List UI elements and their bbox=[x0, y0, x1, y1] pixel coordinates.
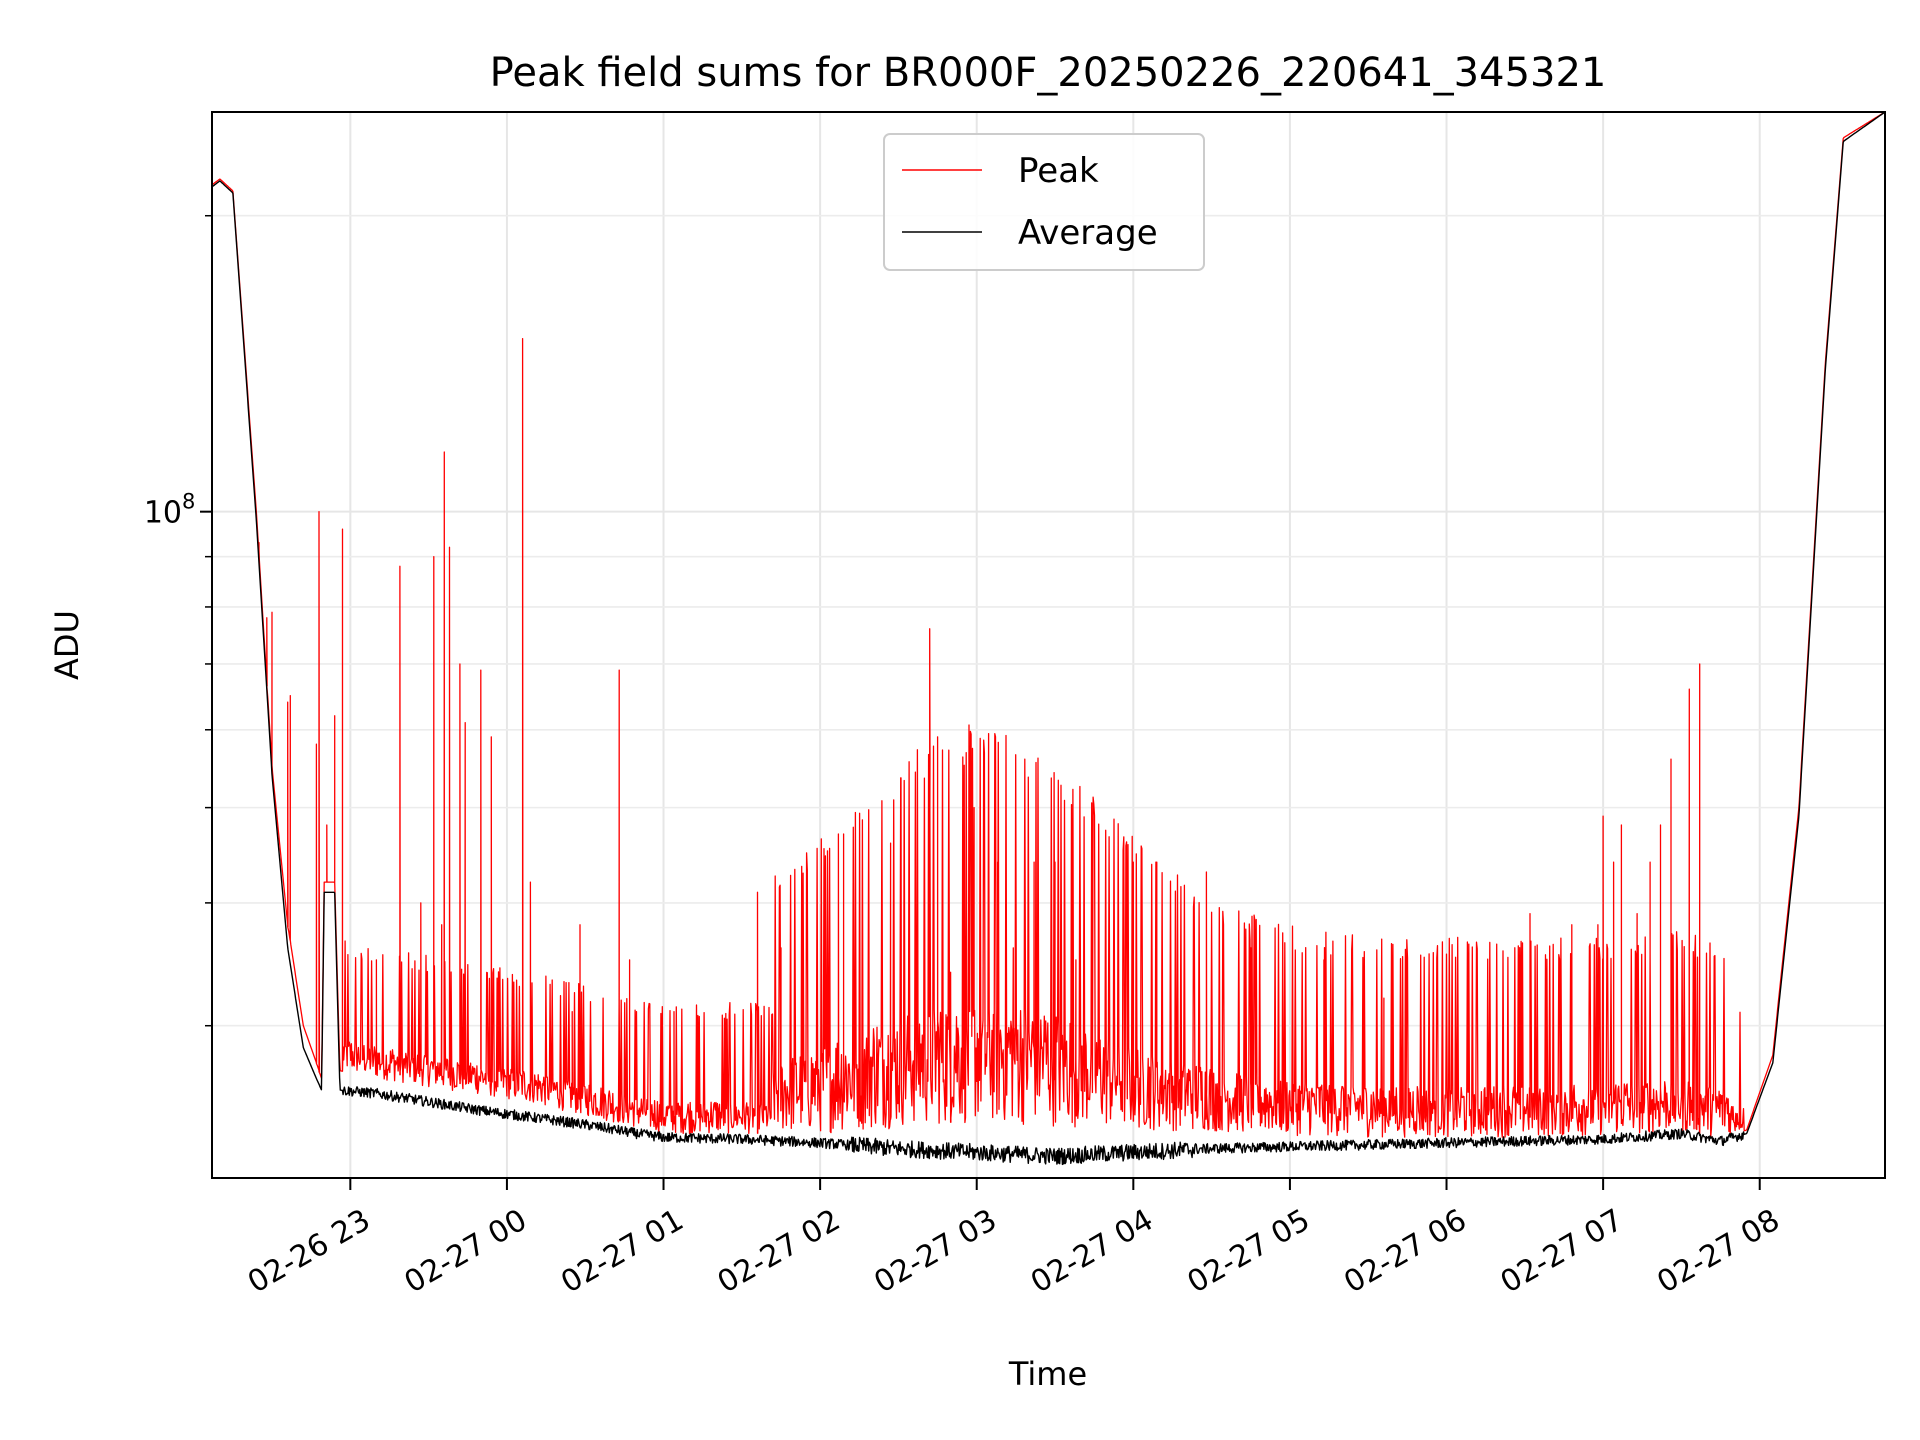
y-axis-label: ADU bbox=[48, 610, 86, 680]
x-tick-label: 02-27 07 bbox=[1495, 1203, 1629, 1301]
x-tick-label: 02-26 23 bbox=[242, 1203, 376, 1301]
legend: Peak Average bbox=[883, 133, 1205, 271]
series-line-average bbox=[212, 112, 1885, 1166]
x-axis-ticks: 02-26 23 02-27 00 02-27 01 02-27 02 02-27 03… bbox=[242, 1178, 1786, 1300]
y-axis-ticks: 10 8 bbox=[144, 214, 212, 1027]
x-tick-label: 02-27 00 bbox=[399, 1203, 533, 1301]
legend-label-average: Average bbox=[1018, 213, 1158, 253]
plot-frame bbox=[211, 111, 1886, 1179]
x-tick-label: 02-27 08 bbox=[1651, 1203, 1785, 1301]
x-tick-label: 02-27 05 bbox=[1182, 1203, 1316, 1301]
x-tick-label: 02-27 01 bbox=[555, 1203, 689, 1301]
y-tick-label: 10 bbox=[144, 496, 182, 531]
x-axis-label: Time bbox=[1008, 1355, 1087, 1393]
legend-box bbox=[883, 133, 1205, 271]
x-tick-label: 02-27 03 bbox=[868, 1203, 1002, 1301]
plot-area bbox=[212, 112, 1885, 1166]
series-line-peak bbox=[212, 112, 1885, 1138]
legend-label-peak: Peak bbox=[1018, 151, 1099, 191]
y-tick-label-exponent: 8 bbox=[182, 490, 195, 514]
x-tick-label: 02-27 06 bbox=[1338, 1203, 1472, 1301]
chart-title: Peak field sums for BR000F_20250226_2206… bbox=[490, 50, 1607, 96]
x-tick-label: 02-27 04 bbox=[1025, 1203, 1159, 1301]
x-tick-label: 02-27 02 bbox=[712, 1203, 846, 1301]
